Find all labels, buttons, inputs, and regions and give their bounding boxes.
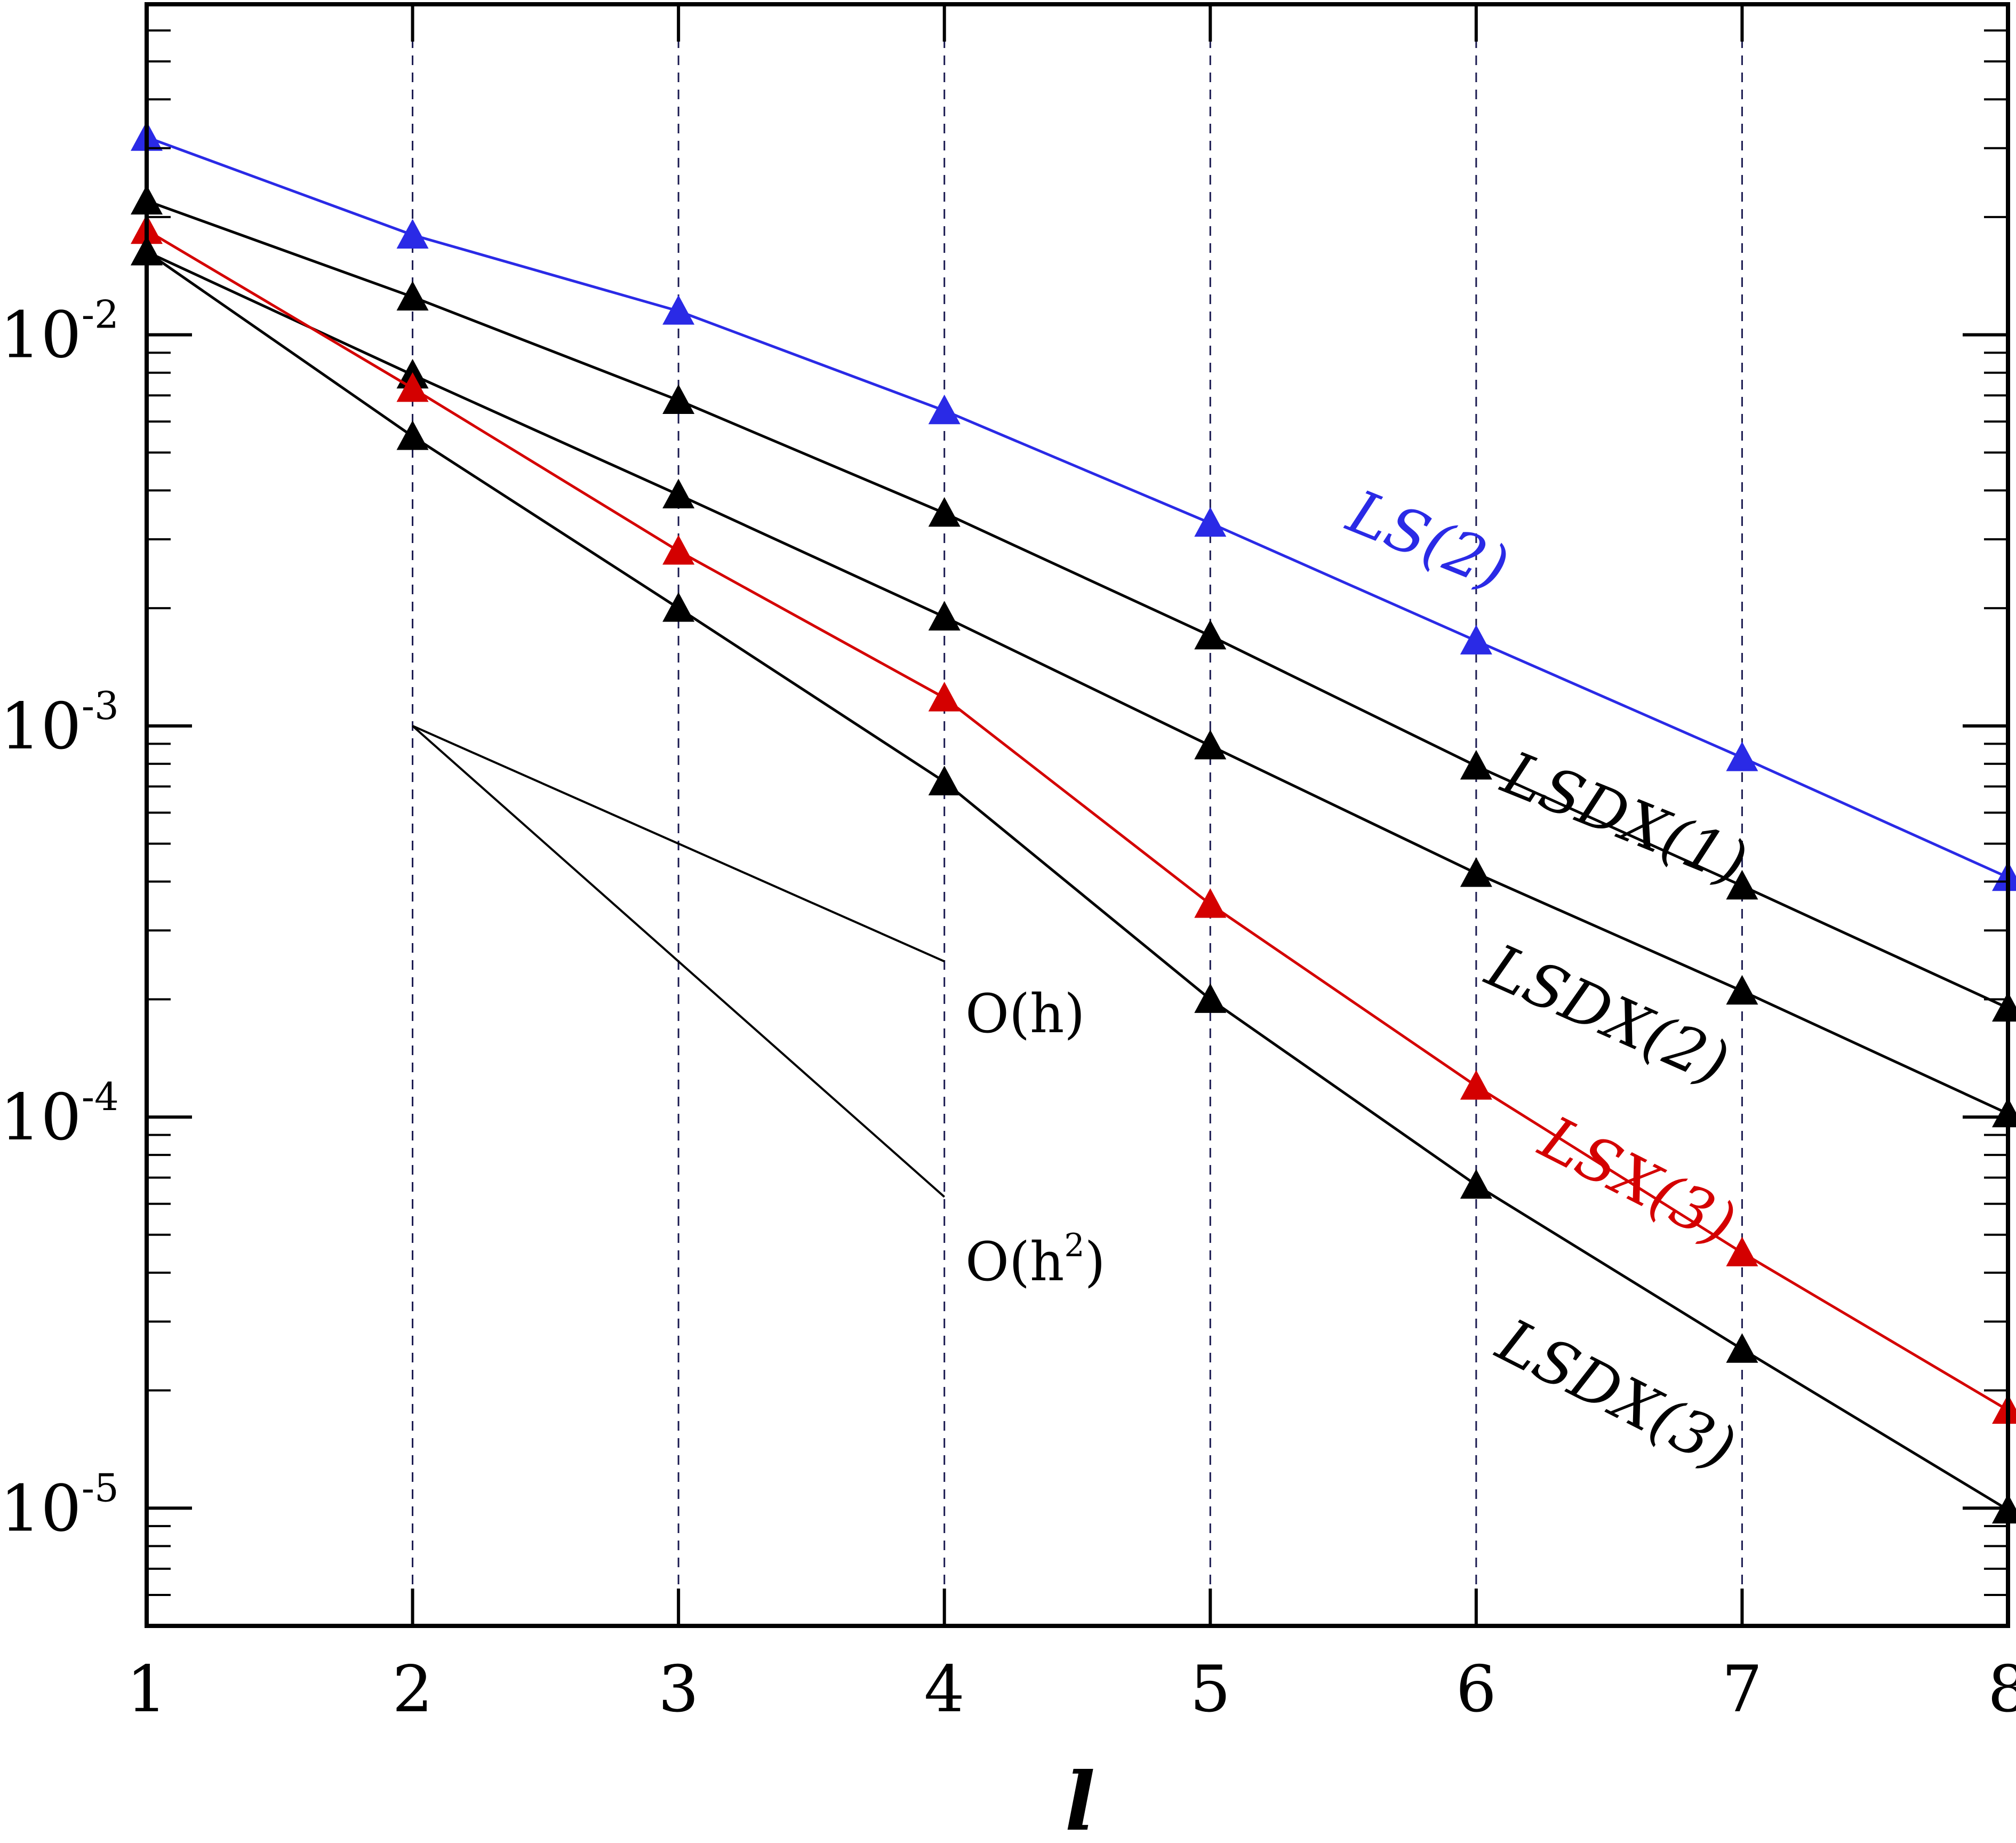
marker-series1-x8 [1992, 861, 2016, 891]
marker-series4-x5 [1194, 888, 1227, 918]
reference-label-2: O(h2) [965, 1227, 1106, 1293]
marker-series2-x8 [1992, 992, 2016, 1022]
marker-series1-x6 [1460, 625, 1492, 655]
marker-series1-x2 [396, 219, 429, 249]
marker-series4-x2 [396, 372, 429, 402]
y-tick-label: 10-3 [0, 683, 119, 764]
series-label-2: LSDX(1) [1492, 738, 1756, 899]
marker-series5-x5 [1194, 983, 1227, 1013]
marker-series5-x6 [1460, 1169, 1492, 1199]
marker-series1-x5 [1194, 507, 1227, 537]
reference-line-2 [412, 725, 946, 1198]
x-tick-label-3: 3 [658, 1653, 699, 1727]
marker-series1-x7 [1726, 741, 1758, 771]
series-label-4: LSX(3) [1529, 1103, 1746, 1259]
marker-series3-x3 [662, 478, 695, 508]
series-line-3 [146, 250, 2009, 1115]
x-tick-label-2: 2 [392, 1653, 433, 1727]
marker-series1-x3 [662, 295, 695, 325]
x-tick-label-1: 1 [126, 1653, 167, 1727]
marker-series3-x4 [928, 601, 961, 631]
series-label-5: LSDX(3) [1486, 1305, 1746, 1483]
series-label-1: LS(2) [1338, 477, 1518, 603]
marker-series4-x7 [1726, 1236, 1758, 1266]
marker-series5-x3 [662, 592, 695, 622]
series-line-2 [146, 200, 2009, 1009]
marker-series4-x4 [928, 682, 961, 712]
marker-series5-x2 [396, 420, 429, 450]
x-tick-label-6: 6 [1456, 1653, 1497, 1727]
plot-frame [145, 2, 2010, 1628]
reference-slopes [412, 725, 946, 1198]
y-tick-label: 10-2 [0, 292, 119, 373]
x-tick-label-8: 8 [1988, 1653, 2016, 1727]
x-tick-label-5: 5 [1190, 1653, 1230, 1727]
marker-series2-x3 [662, 384, 695, 414]
marker-series2-x6 [1460, 749, 1492, 780]
axes [145, 2, 2010, 1628]
marker-series3-x6 [1460, 857, 1492, 887]
y-tick-label: 10-4 [0, 1074, 119, 1155]
series-label-3: LSDX(2) [1476, 931, 1739, 1099]
y-tick-label: 10-5 [0, 1465, 119, 1546]
marker-series5-x4 [928, 765, 961, 795]
series-line-1 [146, 135, 2009, 879]
reference-line-1 [412, 725, 945, 963]
series-line-5 [146, 251, 2009, 1511]
marker-series4-x6 [1460, 1070, 1492, 1100]
marker-series2-x7 [1726, 869, 1758, 900]
series-line-4 [146, 229, 2009, 1411]
marker-series3-x7 [1726, 975, 1758, 1005]
marker-series5-x7 [1726, 1333, 1758, 1363]
labels: l 1 2 3 4 5 6 7 8 10-2 10-3 10-4 10-5 O(h) O(h2) LS(2)… [0, 292, 2016, 1843]
marker-series1-x4 [928, 394, 961, 425]
axis-ticks [145, 3, 2010, 1626]
marker-series3-x5 [1194, 729, 1227, 760]
x-tick-label-4: 4 [924, 1653, 965, 1727]
marker-series2-x2 [396, 281, 429, 311]
x-axis-label: l [1065, 1755, 1095, 1843]
reference-label-1: O(h) [965, 983, 1085, 1045]
x-tick-label-7: 7 [1722, 1653, 1762, 1727]
marker-series2-x5 [1194, 619, 1227, 650]
series-lines [131, 121, 2016, 1523]
marker-series4-x3 [662, 534, 695, 565]
marker-series3-x8 [1992, 1097, 2016, 1128]
marker-series4-x8 [1992, 1394, 2016, 1424]
marker-series2-x4 [928, 497, 961, 527]
